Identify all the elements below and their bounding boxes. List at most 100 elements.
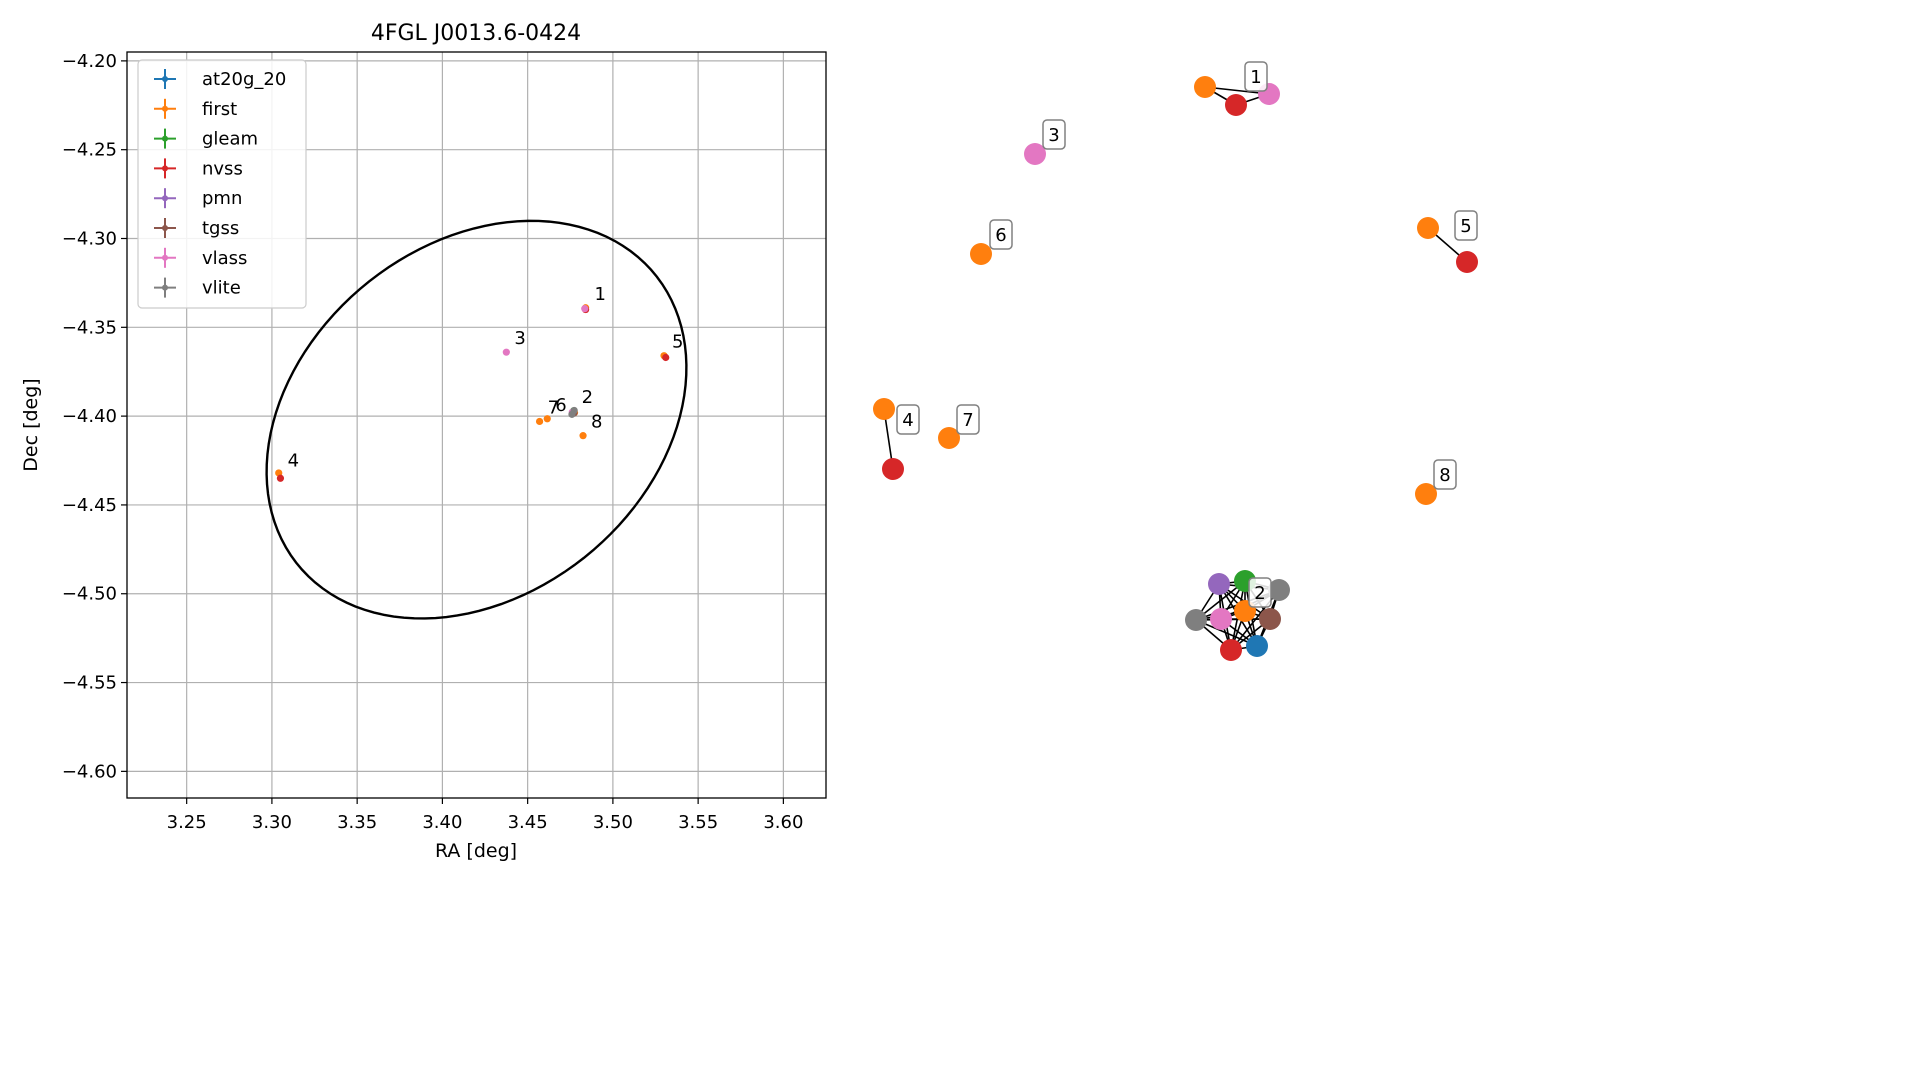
data-points — [275, 304, 670, 482]
network-label-box — [989, 219, 1013, 250]
point-first — [535, 417, 544, 426]
network-label: 3 — [1048, 125, 1059, 146]
legend-label: vlass — [202, 248, 247, 269]
y-tick-label: −4.55 — [62, 673, 117, 694]
network-node — [1210, 608, 1232, 630]
network-node — [1417, 217, 1439, 239]
network-label-box — [1433, 459, 1457, 490]
network-label-box — [896, 404, 920, 435]
axes-frame — [126, 51, 827, 799]
point-vlite — [568, 410, 576, 418]
y-tick-label: −4.45 — [62, 495, 117, 516]
y-axis-label: Dec [deg] — [20, 378, 42, 471]
annotation-label: 7 — [548, 397, 559, 418]
y-tick-label: −4.40 — [62, 406, 117, 427]
network-node — [1415, 483, 1437, 505]
legend-label: at20g_20 — [202, 69, 286, 90]
legend-box — [137, 59, 307, 309]
network-label: 4 — [902, 410, 913, 431]
x-tick-label: 3.40 — [422, 812, 462, 833]
annotation-label: 8 — [591, 412, 602, 433]
network-node — [1220, 639, 1242, 661]
annotation-label: 6 — [555, 395, 566, 416]
network-node — [1185, 609, 1207, 631]
x-tick-label: 3.25 — [167, 812, 207, 833]
legend-label: nvss — [202, 158, 243, 179]
network-label: 5 — [1460, 216, 1471, 237]
legend-marker-dot — [162, 165, 168, 172]
network-node — [1208, 573, 1230, 595]
legend-label: first — [202, 99, 237, 120]
y-tick-label: −4.30 — [62, 229, 117, 250]
network-label: 6 — [995, 225, 1006, 246]
legend-marker-dot — [162, 105, 168, 112]
network-label: 7 — [962, 410, 973, 431]
network-label-box — [1244, 61, 1268, 92]
point-nvss — [276, 474, 285, 482]
y-tick-label: −4.35 — [62, 317, 117, 338]
point-nvss — [662, 353, 670, 362]
legend-marker-dot — [162, 135, 168, 142]
network-label: 8 — [1439, 465, 1450, 486]
x-tick-label: 3.35 — [337, 812, 377, 833]
x-axis-ticks: 3.25 3.30 3.35 3.40 3.45 3.50 3.55 3.60 — [167, 798, 803, 833]
legend-label: vlite — [202, 278, 241, 299]
y-axis-ticks: −4.20 −4.25 −4.30 −4.35 −4.40 −4.45 −4.50 −4.55… — [62, 51, 127, 782]
legend-marker-dot — [162, 225, 168, 231]
legend-label: tgss — [202, 218, 239, 239]
y-tick-label: −4.20 — [62, 51, 117, 72]
network-node — [1259, 608, 1281, 630]
legend-marker-dot — [162, 76, 168, 82]
point-vlass — [581, 305, 589, 313]
network-node — [1024, 143, 1046, 165]
network-label-box — [1248, 577, 1272, 608]
legend-marker-dot — [162, 195, 168, 202]
annotation-label: 4 — [288, 451, 299, 472]
network-node — [1268, 579, 1290, 601]
point-vlass — [502, 348, 510, 356]
network-diagram: 1 3 6 5 4 7 8 2 — [873, 61, 1478, 661]
annotation-label: 3 — [514, 328, 525, 349]
y-tick-label: −4.50 — [62, 584, 117, 605]
y-tick-label: −4.25 — [62, 140, 117, 161]
x-axis-label: RA [deg] — [435, 840, 517, 862]
network-label-box — [1042, 119, 1066, 150]
legend-label: gleam — [202, 129, 258, 150]
network-node — [873, 398, 895, 420]
network-label: 2 — [1254, 583, 1265, 604]
legend-marker-dot — [162, 254, 168, 261]
point-first — [543, 415, 551, 423]
network-node — [938, 427, 960, 449]
network-node — [1456, 251, 1478, 273]
annotation-label: 5 — [672, 332, 683, 353]
grid-lines — [127, 52, 826, 798]
network-node — [1246, 635, 1268, 657]
network-labels: 1 3 6 5 4 7 8 2 — [896, 61, 1478, 608]
point-first — [579, 432, 587, 440]
network-node — [1194, 76, 1216, 98]
error-ellipse — [265, 219, 688, 620]
x-tick-label: 3.30 — [252, 812, 292, 833]
point-annotations: 1 2 3 4 5 67 8 — [288, 284, 684, 472]
network-node — [970, 243, 992, 265]
network-label: 1 — [1250, 67, 1261, 88]
annotation-label: 2 — [582, 387, 593, 408]
network-edge — [1195, 619, 1258, 647]
network-label-box — [1454, 210, 1478, 241]
network-label-box — [956, 404, 980, 435]
x-tick-label: 3.55 — [678, 812, 718, 833]
network-node — [1225, 94, 1247, 116]
x-tick-label: 3.45 — [508, 812, 548, 833]
x-tick-label: 3.60 — [763, 812, 803, 833]
legend-marker-dot — [162, 284, 168, 291]
y-tick-label: −4.60 — [62, 761, 117, 782]
legend-label: pmn — [202, 188, 242, 209]
chart-title: 4FGL J0013.6-0424 — [371, 21, 581, 46]
error-ellipse-path — [265, 219, 688, 620]
network-node — [882, 458, 904, 480]
